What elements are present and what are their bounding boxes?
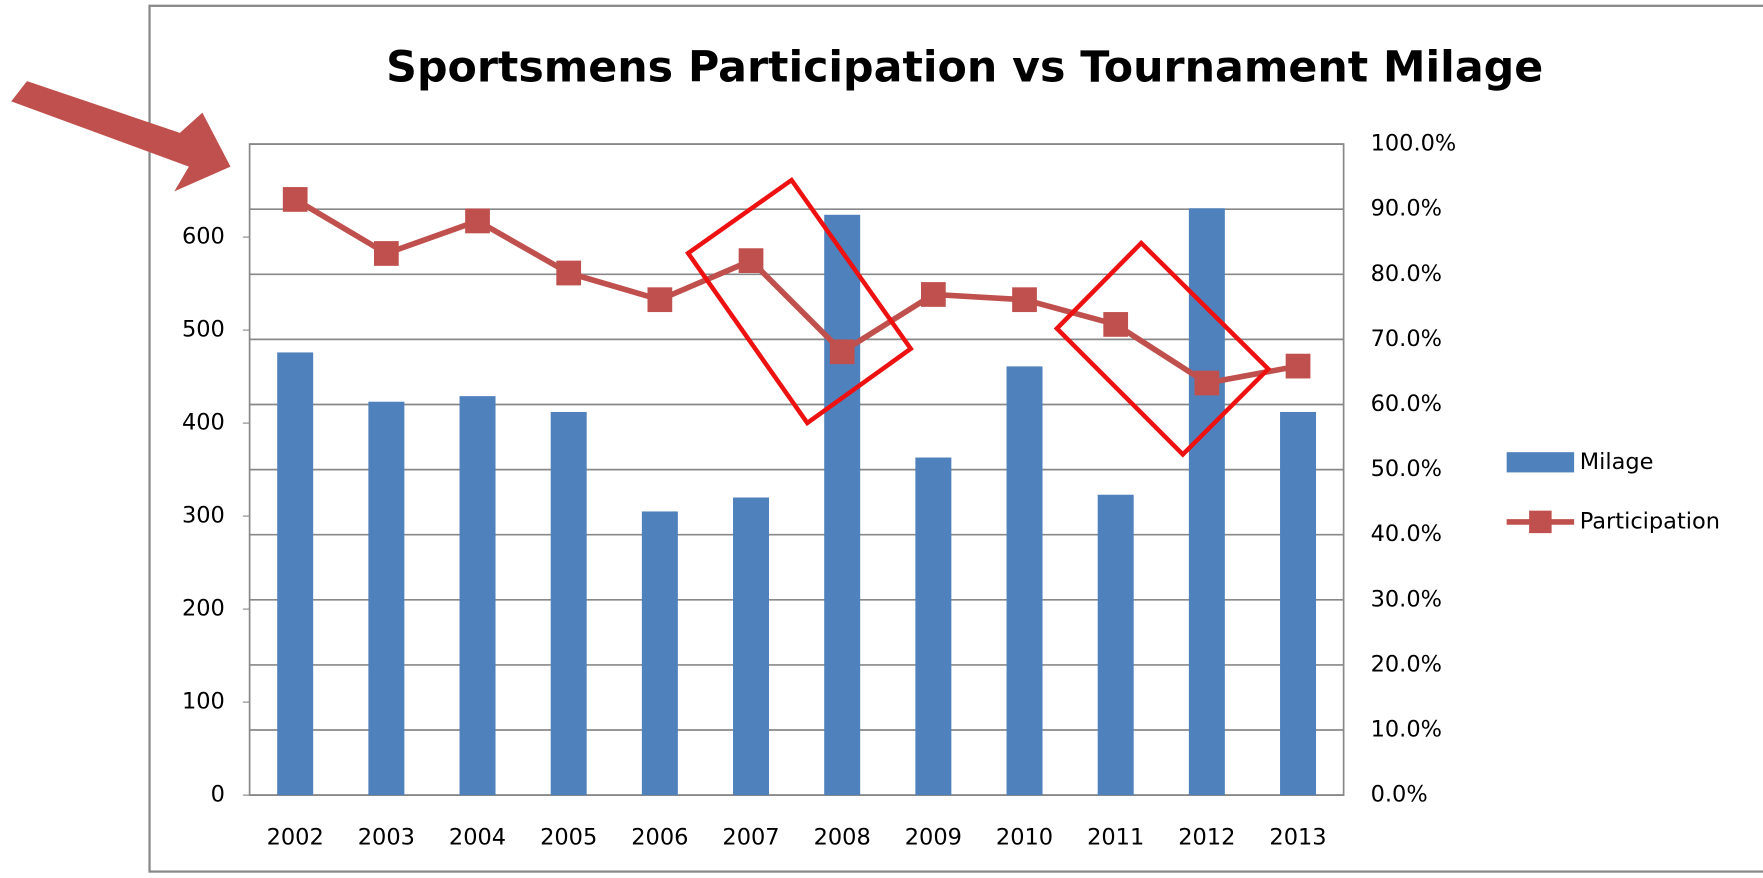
y2-tick-label: 40.0% [1371,521,1442,547]
y2-tick-label: 10.0% [1371,717,1442,743]
bar [733,497,770,796]
line-marker [282,187,308,212]
line-marker [1194,370,1220,396]
x-tick-label: 2008 [814,824,871,850]
plot-frame [248,143,1345,796]
x-tick-label: 2002 [267,824,324,850]
line-marker [1285,353,1311,379]
line-marker [1012,287,1037,313]
chart-title: Sportsmens Participation vs Tournament M… [386,42,1543,92]
y-tick-label: 0 [211,782,225,808]
line-marker [829,339,855,365]
bar [1097,494,1134,796]
x-tick-label: 2005 [540,824,597,850]
y2-tick-label: 50.0% [1371,456,1442,482]
bar [550,411,587,796]
legend-label: Milage [1580,449,1654,475]
bar [1006,366,1043,796]
x-tick-label: 2013 [1269,824,1326,850]
arrow-annotation [11,81,231,192]
x-tick-label: 2012 [1178,824,1235,850]
line-marker [1103,312,1129,337]
line [293,197,1299,386]
x-tick-label: 2003 [358,824,415,850]
highlight-box [1053,239,1272,458]
bar [1280,411,1317,796]
legend-swatch [1529,510,1552,534]
x-tick-label: 2004 [449,824,506,850]
x-tick-label: 2007 [722,824,779,850]
x-tick-label: 2011 [1087,824,1144,850]
y2-tick-label: 90.0% [1371,196,1442,222]
y-tick-label: 100 [182,689,225,715]
y-tick-label: 500 [182,317,225,343]
x-tick-label: 2006 [631,824,688,850]
chart-border [148,4,1763,873]
line-marker [738,248,764,274]
y2-tick-label: 20.0% [1371,651,1442,677]
legend-label: Participation [1580,508,1720,534]
line-marker [920,282,946,307]
y2-tick-label: 60.0% [1371,391,1442,417]
y2-tick-label: 70.0% [1371,326,1442,352]
y-tick-label: 400 [182,410,225,436]
plot-area: 0.0% 10.0% 20.0% 30.0% 40.0% 50.0% 60.0% 70.0% 8… [182,131,1720,851]
bar [368,401,405,796]
highlight-box [684,176,914,427]
x-tick-label: 2009 [905,824,962,850]
y2-tick-label: 80.0% [1371,261,1442,287]
line-marker [465,208,490,234]
y2-tick-label: 100.0% [1371,131,1457,157]
bar [277,352,314,796]
line-marker [647,287,673,313]
y2-tick-label: 0.0% [1371,782,1428,808]
bar [915,457,952,796]
bar [459,396,496,796]
line-marker [373,241,399,266]
x-tick-label: 2010 [996,824,1053,850]
legend-swatch [1506,452,1575,473]
y-tick-label: 200 [182,596,225,622]
bar [824,214,861,796]
y-tick-label: 300 [182,503,225,529]
bar [641,511,678,796]
y2-tick-label: 30.0% [1371,586,1442,612]
y-tick-label: 600 [182,224,225,250]
line-marker [556,260,582,286]
